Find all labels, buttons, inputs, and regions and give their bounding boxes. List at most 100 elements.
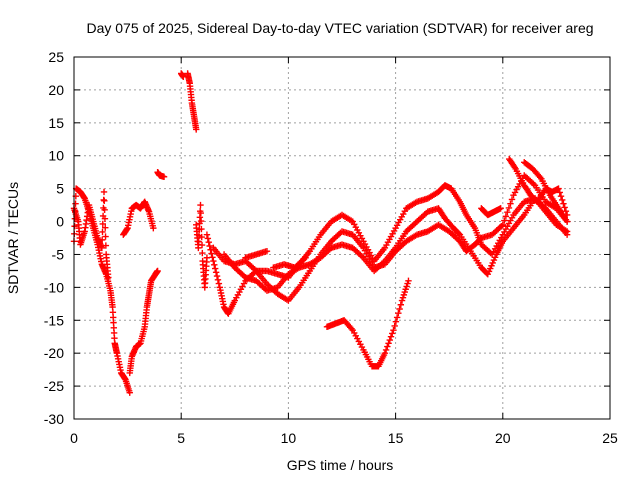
data-point-marker (385, 340, 392, 347)
data-point-marker (562, 208, 570, 215)
data-point-marker (555, 185, 562, 192)
trace-d-series (242, 247, 271, 261)
trace-early-7-series (184, 70, 200, 133)
data-point-marker (203, 254, 211, 261)
data-point-marker (197, 209, 205, 217)
trace-early-1-series (70, 185, 133, 396)
data-point-marker (563, 218, 571, 225)
y-tick-label: 15 (48, 115, 64, 131)
data-point-marker (381, 349, 389, 357)
data-point-marker (98, 244, 106, 252)
data-point-marker (391, 322, 398, 330)
x-tick-label: 5 (177, 430, 185, 446)
data-point-marker (197, 201, 204, 209)
plot-frame (73, 56, 611, 420)
data-point-marker (396, 305, 403, 313)
data-point-marker (215, 280, 223, 287)
y-tick-label: -30 (44, 411, 64, 427)
data-point-marker (395, 310, 402, 317)
y-tick-label: -20 (44, 345, 64, 361)
data-point-marker (405, 277, 412, 284)
data-point-marker (214, 276, 222, 284)
data-point-marker (71, 223, 78, 230)
data-point-marker (101, 215, 109, 222)
data-point-marker (197, 217, 205, 225)
data-point-marker (100, 188, 108, 196)
trace-early-3-series (120, 198, 157, 238)
data-point-marker (382, 346, 390, 354)
data-point-marker (195, 238, 202, 245)
trace-early-2-series (70, 188, 112, 281)
x-tick-label: 0 (70, 430, 78, 446)
data-point-marker (209, 254, 216, 261)
x-tick-label: 25 (602, 430, 618, 446)
data-point-marker (502, 213, 510, 220)
chart-title: Day 075 of 2025, Sidereal Day-to-day VTE… (86, 20, 593, 36)
data-point-marker (203, 231, 211, 238)
data-point-marker (198, 225, 205, 233)
data-points (70, 70, 571, 396)
data-point-marker (389, 330, 396, 337)
data-point-marker (455, 230, 463, 237)
trace-c-series (220, 195, 571, 294)
y-tick-label: -25 (44, 378, 64, 394)
y-tick-label: 25 (48, 49, 64, 65)
data-point-marker (101, 206, 108, 213)
data-point-marker (98, 236, 106, 244)
x-tick-label: 20 (495, 430, 511, 446)
y-tick-label: -5 (52, 246, 65, 262)
y-tick-label: -10 (44, 279, 64, 295)
trace-b-series (210, 172, 571, 304)
data-point-marker (211, 265, 219, 272)
data-point-marker (205, 239, 212, 246)
data-point-marker (208, 250, 215, 257)
data-point-marker (302, 254, 309, 261)
data-point-marker (198, 233, 205, 241)
data-point-marker (102, 233, 109, 240)
data-point-marker (99, 220, 106, 228)
trace-a-series (203, 182, 571, 317)
data-point-marker (556, 189, 563, 196)
x-tick-label: 10 (281, 430, 297, 446)
data-point-marker (559, 196, 566, 204)
data-point-marker (210, 257, 217, 265)
data-point-marker (206, 242, 213, 250)
data-point-marker (384, 343, 391, 350)
data-point-marker (348, 325, 355, 332)
x-tick-label: 15 (388, 430, 404, 446)
data-point-marker (101, 197, 108, 205)
data-point-marker (160, 173, 168, 180)
data-point-marker (505, 204, 513, 212)
trace-early-4-series (126, 267, 161, 377)
data-point-marker (150, 224, 157, 232)
data-point-marker (386, 336, 393, 344)
data-point-marker (204, 235, 212, 242)
data-point-marker (393, 314, 401, 321)
data-point-marker (99, 228, 106, 236)
y-axis-label: SDTVAR / TECUs (5, 182, 21, 294)
trace-e-series (270, 254, 309, 271)
data-point-marker (211, 261, 218, 268)
y-tick-label: 20 (48, 82, 64, 98)
trace-early-8-series (193, 201, 211, 291)
data-point-marker (154, 267, 161, 275)
y-tick-labels: -30 -25 -20 -15 -10 -5 0 5 10 15 20 25 (44, 49, 64, 427)
trace-i-series (323, 277, 412, 370)
data-point-marker (557, 192, 565, 200)
data-point-marker (508, 196, 516, 203)
data-point-marker (397, 301, 405, 308)
data-point-marker (392, 318, 400, 325)
y-tick-label: -15 (44, 312, 64, 328)
y-tick-label: 0 (56, 214, 64, 230)
data-point-marker (536, 174, 544, 181)
y-tick-label: 5 (56, 181, 64, 197)
data-point-marker (561, 204, 568, 211)
data-point-marker (507, 200, 514, 207)
trace-early-6-series (178, 70, 187, 80)
data-point-marker (105, 274, 112, 281)
data-point-marker (387, 333, 395, 340)
x-tick-labels: 0 5 10 15 20 25 (70, 430, 618, 446)
data-point-marker (263, 247, 271, 255)
data-point-marker (102, 224, 109, 231)
